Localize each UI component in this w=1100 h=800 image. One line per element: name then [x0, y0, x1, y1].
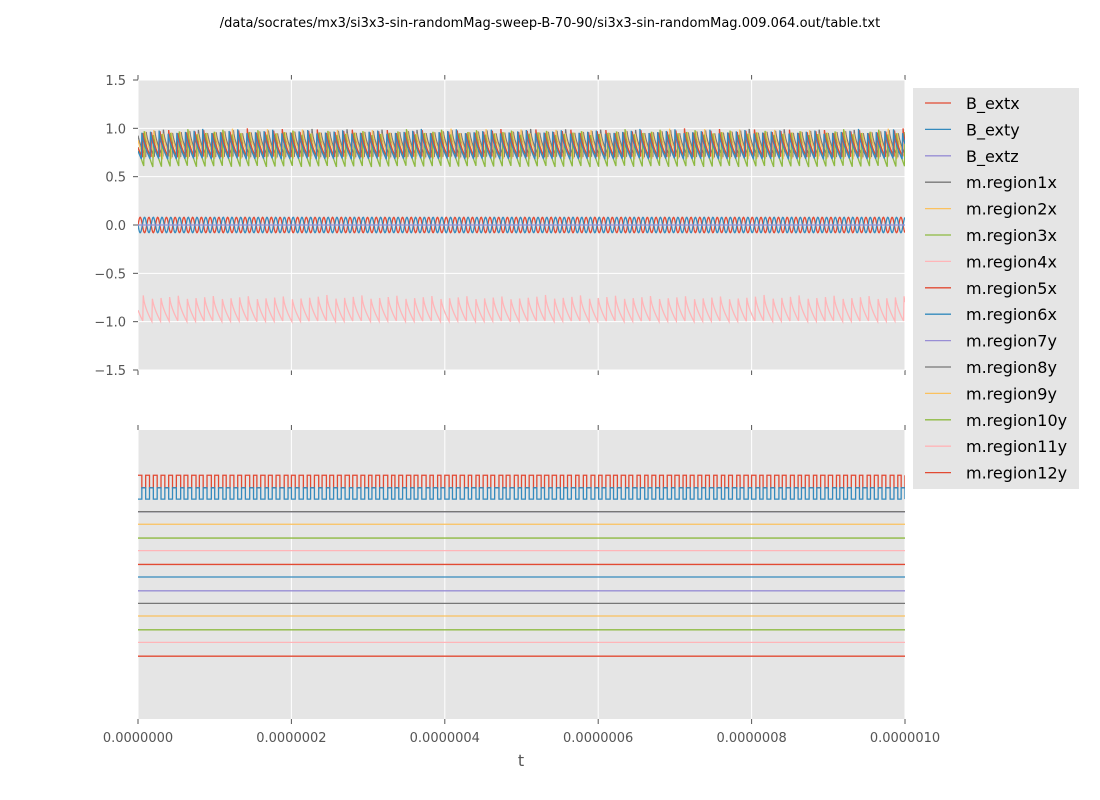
legend-label: m.region4x — [966, 252, 1057, 271]
legend-label: B_exty — [966, 120, 1020, 140]
legend: B_extx B_exty B_extz m.region1x m.region2x m.… — [913, 88, 1079, 489]
y-tick-label: 1.5 — [105, 74, 126, 89]
x-axis-label: t — [518, 751, 524, 770]
series-line-m.region5x — [138, 128, 905, 158]
top-axes: 1.5 1.0 0.5 0.0 −0.5 −1.0 −1.5 — [94, 74, 906, 379]
series-line-m.region4x — [138, 294, 905, 325]
x-tick-label: 0.0000000 — [103, 731, 173, 746]
legend-label: m.region5x — [966, 279, 1057, 298]
y-tick-label: −1.0 — [94, 316, 126, 331]
legend-label: B_extx — [966, 94, 1020, 114]
series-line-m.region1x — [138, 128, 905, 158]
legend-label: m.region2x — [966, 200, 1057, 219]
x-tick-label: 0.0000006 — [563, 731, 633, 746]
x-tick-label: 0.0000004 — [410, 731, 480, 746]
legend-label: m.region12y — [966, 464, 1067, 483]
bottom-axes: 0.0000000 0.0000002 0.0000004 0.0000006 0.00… — [103, 425, 940, 746]
x-tick-label: 0.0000008 — [716, 731, 786, 746]
legend-label: B_extz — [966, 147, 1019, 167]
legend-label: m.region7y — [966, 332, 1057, 351]
y-tick-label: −0.5 — [94, 267, 126, 282]
y-tick-label: 1.0 — [105, 122, 126, 137]
series-line-m.region6x — [138, 128, 905, 160]
legend-label: m.region8y — [966, 358, 1057, 377]
legend-label: m.region3x — [966, 226, 1057, 245]
legend-label: m.region10y — [966, 411, 1067, 430]
legend-label: m.region9y — [966, 384, 1057, 403]
legend-label: m.region11y — [966, 437, 1067, 456]
y-tick-label: 0.5 — [105, 171, 126, 186]
y-tick-label: −1.5 — [94, 364, 126, 379]
chart-title: /data/socrates/mx3/si3x3-sin-randomMag-s… — [220, 16, 880, 31]
plot-background — [138, 430, 905, 719]
legend-label: m.region1x — [966, 173, 1057, 192]
series-line-bottom-1 — [138, 487, 905, 500]
x-tick-label: 0.0000002 — [256, 731, 326, 746]
legend-label: m.region6x — [966, 305, 1057, 324]
series-line-B_exty — [138, 216, 905, 234]
series-line-m.region2x — [138, 128, 905, 160]
series-group — [138, 128, 905, 325]
series-line-bottom-0 — [138, 474, 905, 489]
series-line-B_extx — [138, 216, 905, 234]
legend-box — [913, 88, 1079, 489]
y-tick-label: 0.0 — [105, 219, 126, 234]
x-tick-label: 0.0000010 — [870, 731, 940, 746]
series-group — [138, 474, 905, 657]
